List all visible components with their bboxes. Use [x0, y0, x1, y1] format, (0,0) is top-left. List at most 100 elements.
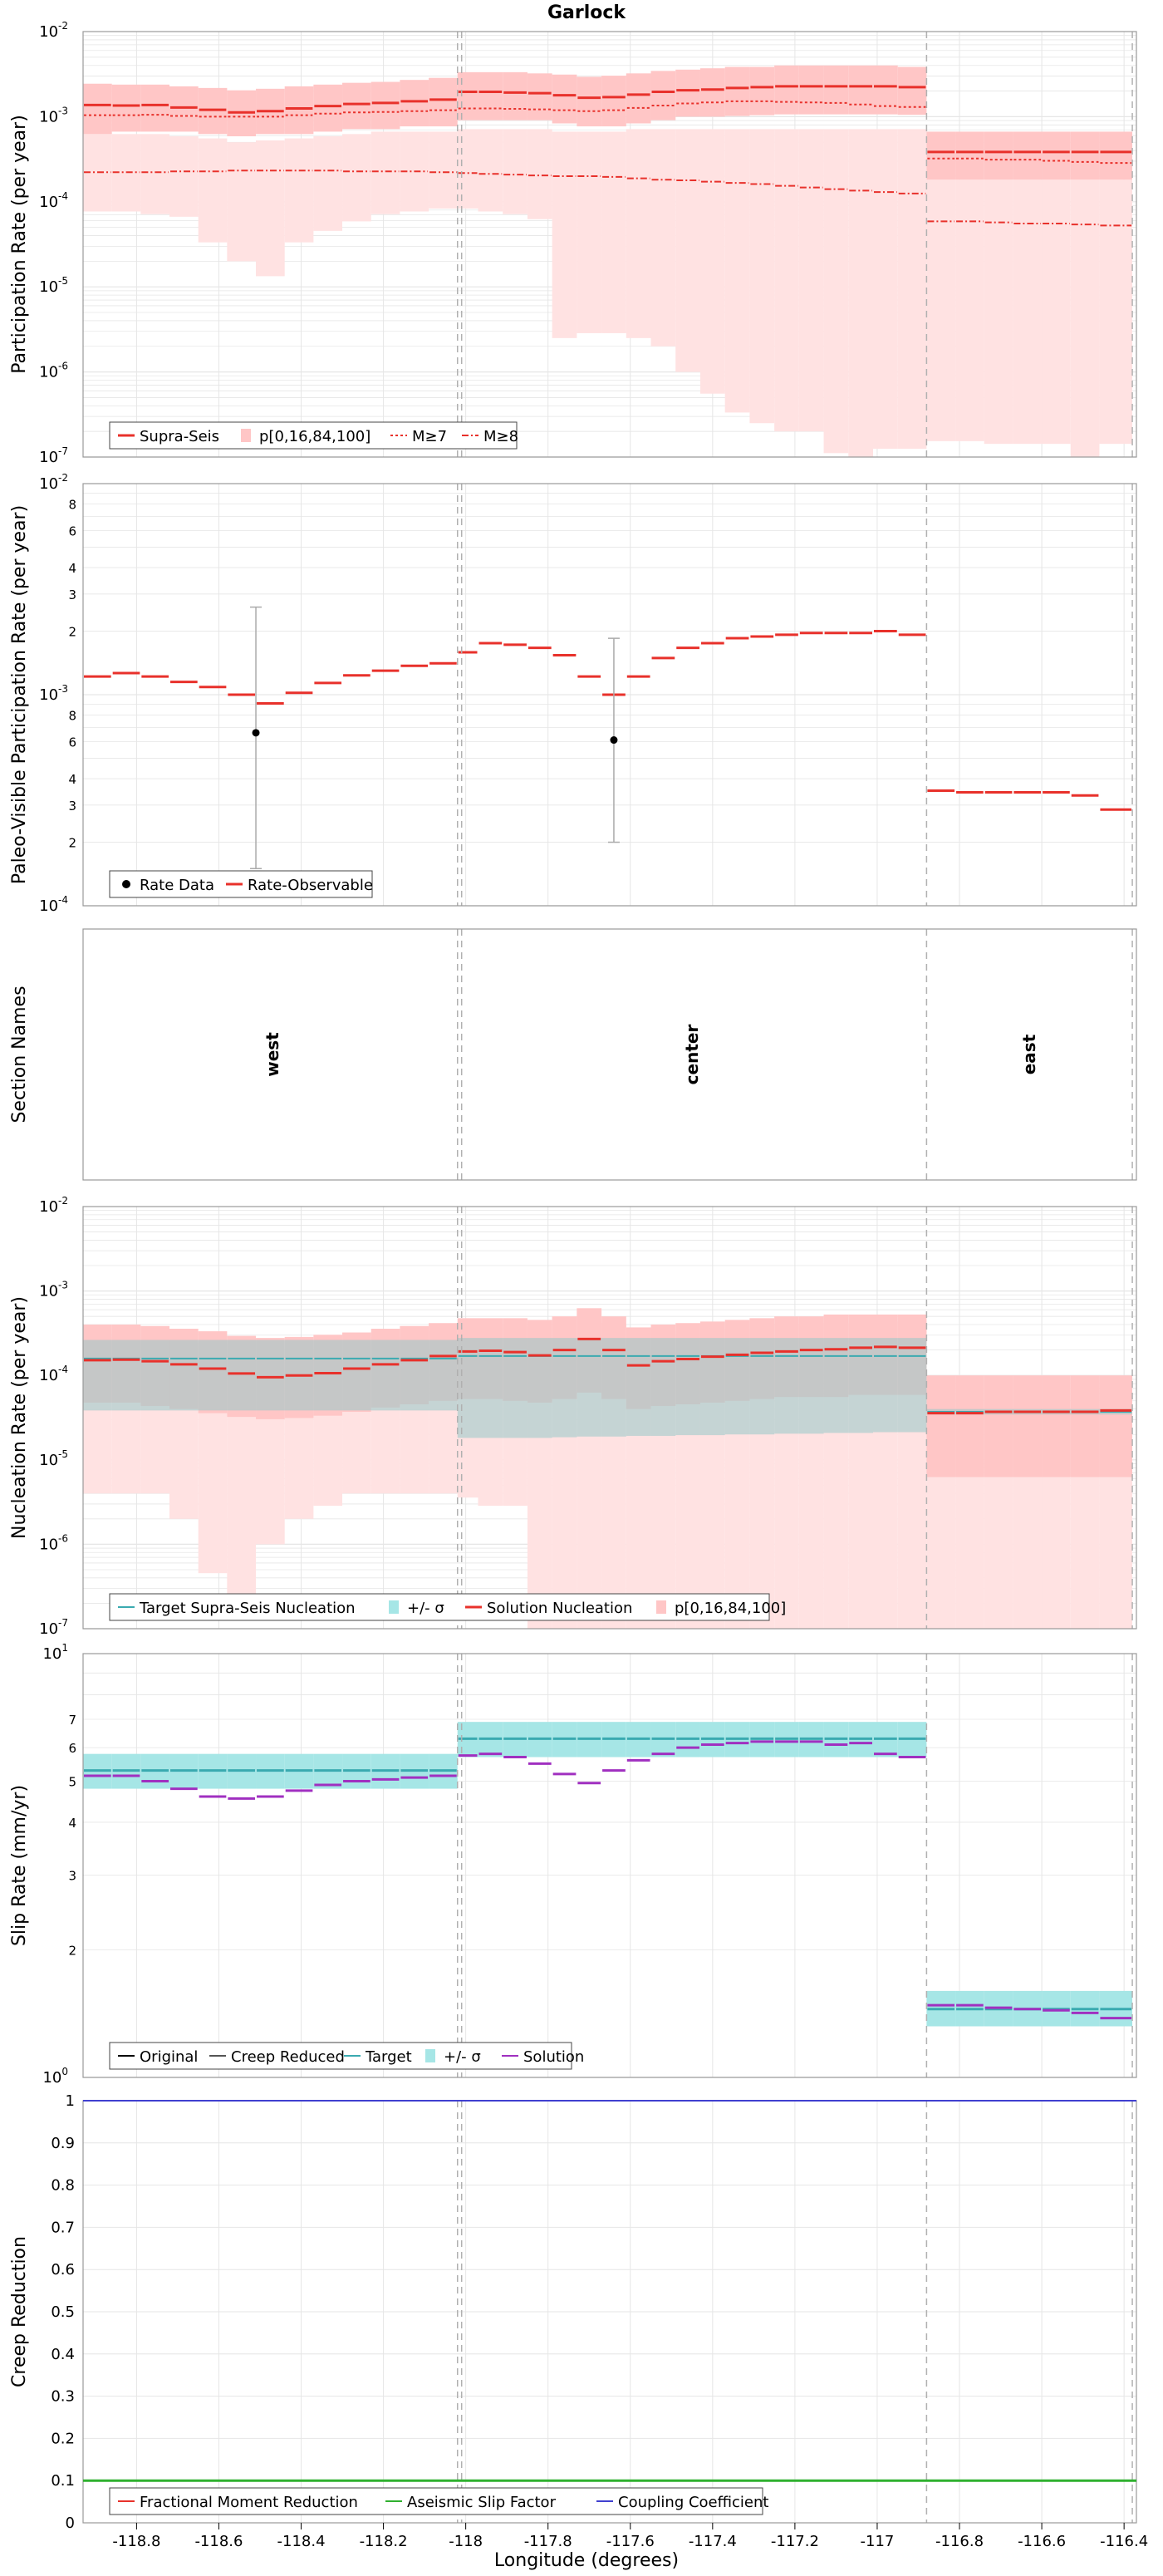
- y-tick-base: 5: [68, 1775, 76, 1790]
- y-tick-base: 2: [68, 625, 76, 640]
- y-tick-label: 6: [68, 1741, 76, 1756]
- sigma-band: [577, 1338, 602, 1437]
- x-tick-label: -117: [861, 2533, 895, 2550]
- y-tick-label: 10-4: [39, 190, 68, 211]
- percentile-band-inner: [650, 71, 676, 120]
- y-tick-label: 0.4: [51, 2346, 75, 2363]
- y-tick-label: 10-3: [39, 683, 68, 704]
- percentile-band-inner: [111, 84, 141, 132]
- percentile-band-outer: [527, 129, 552, 219]
- sigma-band: [111, 1340, 141, 1411]
- percentile-band-inner: [955, 131, 984, 180]
- y-tick-base: 10: [39, 23, 58, 41]
- percentile-band-outer: [457, 129, 478, 209]
- legend-swatch: [122, 880, 130, 888]
- percentile-band-outer: [724, 129, 750, 413]
- sigma-band: [227, 1340, 257, 1411]
- percentile-band-inner: [478, 71, 503, 120]
- sigma-band: [400, 1340, 429, 1411]
- percentile-band-inner: [284, 86, 314, 135]
- y-tick-exponent: -7: [58, 445, 68, 457]
- x-tick-label: -118: [449, 2533, 483, 2550]
- y-tick-exponent: -6: [58, 1532, 68, 1544]
- y-tick-base: 6: [68, 735, 76, 750]
- legend-label: Fractional Moment Reduction: [140, 2494, 358, 2511]
- sigma-band: [140, 1340, 170, 1411]
- y-tick-base: 3: [68, 587, 76, 602]
- y-tick-base: 7: [68, 1713, 76, 1728]
- legend-label: M≥8: [483, 428, 518, 445]
- x-tick-label: -118.2: [360, 2533, 408, 2550]
- y-tick-exponent: -3: [58, 683, 68, 695]
- y-tick-label: 4: [68, 561, 76, 576]
- y-tick-base: 10: [39, 194, 58, 211]
- percentile-band-outer: [848, 129, 873, 457]
- legend-label: Original: [140, 2048, 198, 2066]
- percentile-band-outer: [140, 134, 170, 214]
- y-tick-label: 10-3: [39, 105, 68, 125]
- legend-box: [109, 421, 518, 450]
- percentile-band-outer: [1013, 179, 1043, 445]
- percentile-band-inner: [798, 65, 824, 115]
- y-tick-base: 4: [68, 772, 76, 787]
- percentile-band-outer: [169, 135, 199, 217]
- percentile-band-inner: [749, 66, 775, 116]
- percentile-band-inner: [699, 68, 725, 117]
- creep-y-label: Creep Reduction: [9, 2236, 30, 2387]
- percentile-band-inner: [823, 65, 849, 115]
- section-name-east: east: [1019, 1034, 1039, 1074]
- y-tick-label: 0.8: [51, 2177, 75, 2195]
- percentile-band-outer: [601, 131, 626, 333]
- x-tick-label: -117.8: [524, 2533, 572, 2550]
- legend-label: +/- σ: [444, 2048, 481, 2066]
- percentile-band-outer: [650, 129, 676, 347]
- x-tick-label: -117.6: [606, 2533, 655, 2550]
- y-tick-base: 10: [39, 1198, 58, 1216]
- percentile-band-outer: [1070, 179, 1100, 457]
- percentile-band-outer: [955, 179, 984, 441]
- y-tick-label: 10-6: [39, 361, 68, 381]
- y-tick-base: 2: [68, 1943, 76, 1958]
- y-tick-label: 3: [68, 799, 76, 814]
- y-tick-exponent: -2: [58, 20, 68, 32]
- legend-label: Solution: [523, 2048, 584, 2066]
- legend-label: p[0,16,84,100]: [259, 428, 370, 445]
- percentile-band-outer: [823, 129, 849, 454]
- y-tick-label: 0: [66, 2515, 75, 2532]
- percentile-band-inner: [1013, 1375, 1043, 1477]
- rate-data-point: [252, 729, 260, 737]
- y-tick-label: 10-5: [39, 275, 68, 296]
- percentile-band-inner: [342, 82, 371, 130]
- sigma-band: [478, 1338, 503, 1438]
- percentile-band-inner: [83, 83, 112, 135]
- panel-frame: [82, 928, 1137, 1181]
- percentile-band-inner: [1070, 1375, 1100, 1477]
- y-tick-exponent: -2: [58, 472, 68, 484]
- legend-label: M≥7: [412, 428, 447, 445]
- slip-y-label: Slip Rate (mm/yr): [9, 1785, 30, 1946]
- y-tick-label: 10-2: [39, 1195, 68, 1216]
- nucleation-y-label: Nucleation Rate (per year): [9, 1296, 30, 1539]
- y-tick-label: 6: [68, 524, 76, 538]
- y-tick-exponent: 0: [61, 2066, 68, 2077]
- y-tick-base: 8: [68, 498, 76, 513]
- section-name-west: west: [263, 1032, 282, 1077]
- legend-label: Supra-Seis: [140, 428, 219, 445]
- sigma-band: [626, 1338, 651, 1436]
- percentile-band-inner: [1099, 1375, 1133, 1477]
- y-tick-label: 3: [68, 1869, 76, 1884]
- y-tick-exponent: -2: [58, 1195, 68, 1207]
- y-tick-base: 10: [39, 1283, 58, 1300]
- y-tick-label: 4: [68, 1816, 76, 1831]
- legend-label: p[0,16,84,100]: [675, 1600, 786, 1617]
- y-tick-base: 10: [39, 1536, 58, 1553]
- legend-swatch: [389, 1600, 399, 1614]
- percentile-band-inner: [848, 65, 873, 115]
- y-tick-exponent: -3: [58, 1280, 68, 1291]
- y-tick-base: 6: [68, 524, 76, 538]
- y-tick-label: 1: [66, 2092, 75, 2110]
- percentile-band-outer: [284, 138, 314, 243]
- percentile-band-inner: [601, 76, 626, 127]
- percentile-band-inner: [577, 76, 602, 127]
